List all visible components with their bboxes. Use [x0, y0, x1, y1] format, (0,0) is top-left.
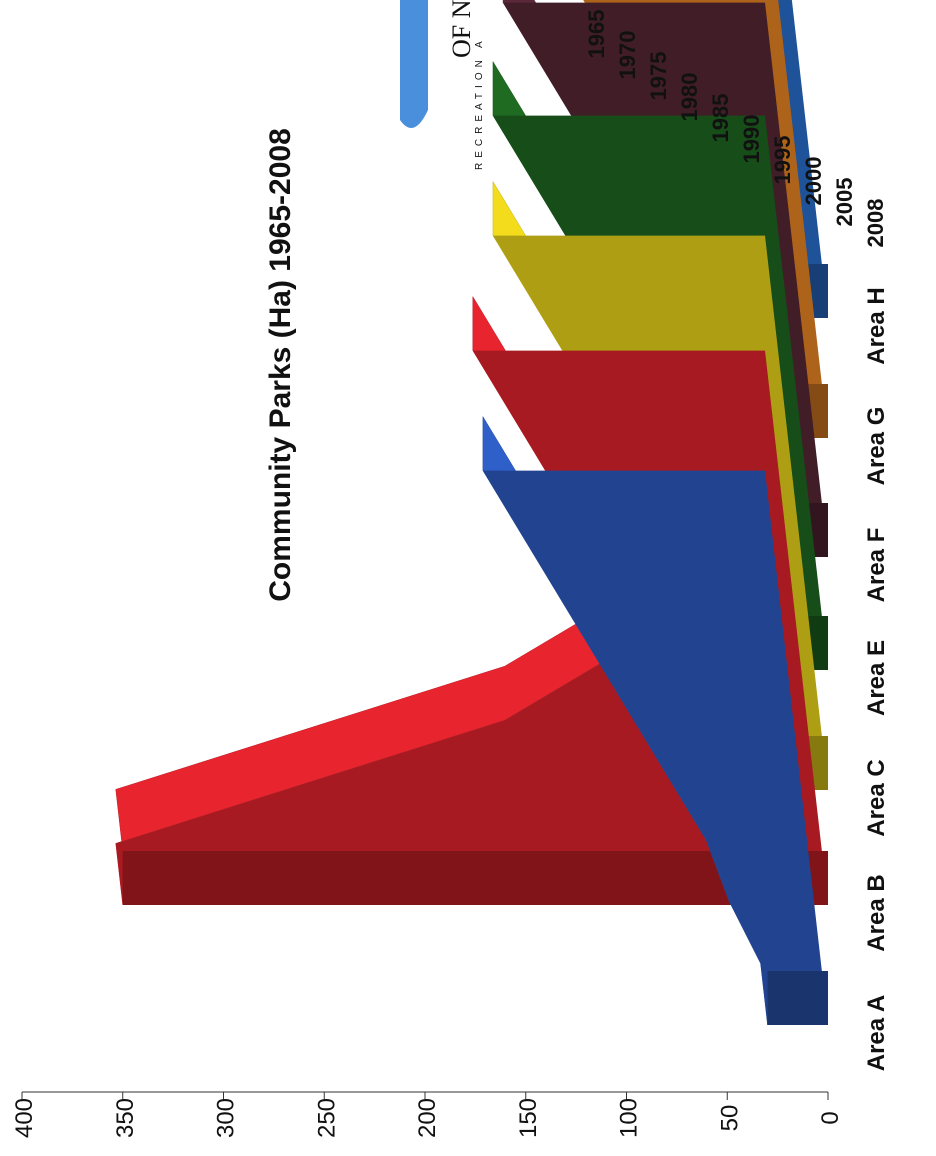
y-tick-label: 350	[112, 1098, 139, 1138]
year-label: 1985	[708, 94, 733, 143]
y-tick-label: 150	[515, 1098, 542, 1138]
category-label: Area E	[863, 640, 890, 716]
category-label: Area B	[863, 874, 890, 951]
y-axis: 400 350 300 250 200 150 100 50 0	[11, 1091, 844, 1138]
ribbon-front-face	[767, 971, 828, 1025]
year-label: 2008	[863, 199, 888, 248]
year-label: 1965	[584, 10, 609, 59]
year-label: 1975	[646, 52, 671, 101]
category-label: Area G	[863, 407, 890, 486]
year-label: 1970	[615, 31, 640, 80]
y-tick-label: 250	[313, 1098, 340, 1138]
category-label: Area A	[863, 995, 890, 1071]
ribbon-side	[482, 470, 828, 1026]
year-label: 2000	[801, 157, 826, 206]
y-tick-label: 0	[817, 1111, 844, 1124]
year-label: 1990	[739, 115, 764, 164]
logo-text-main: OF N	[447, 0, 476, 58]
logo-graphic	[400, 0, 428, 128]
y-tick-label: 400	[11, 1098, 38, 1138]
y-tick-label: 200	[414, 1098, 441, 1138]
y-tick-label: 100	[616, 1098, 643, 1138]
y-tick-label: 300	[213, 1098, 240, 1138]
year-label: 1980	[677, 73, 702, 122]
year-label: 1995	[770, 136, 795, 185]
year-label: 2005	[832, 178, 857, 227]
category-label: Area H	[863, 287, 890, 364]
ribbons	[115, 0, 828, 1026]
category-label: Area C	[863, 759, 890, 836]
chart-title: Community Parks (Ha) 1965-2008	[264, 128, 297, 602]
year-labels: 1965 1970 1975 1980 1985 1990 1995 2000 2005 2008	[584, 10, 888, 248]
logo	[400, 0, 460, 190]
category-labels: Area A Area B Area C Area E Area F Area G Area…	[863, 287, 890, 1071]
logo-shape	[400, 0, 428, 128]
category-label: Area F	[863, 528, 890, 603]
logo-text-sub: RECREATION A	[474, 36, 485, 170]
y-tick-label: 50	[716, 1105, 743, 1132]
ribbon-front-face	[122, 851, 828, 905]
ribbon-area-a	[482, 415, 828, 1026]
